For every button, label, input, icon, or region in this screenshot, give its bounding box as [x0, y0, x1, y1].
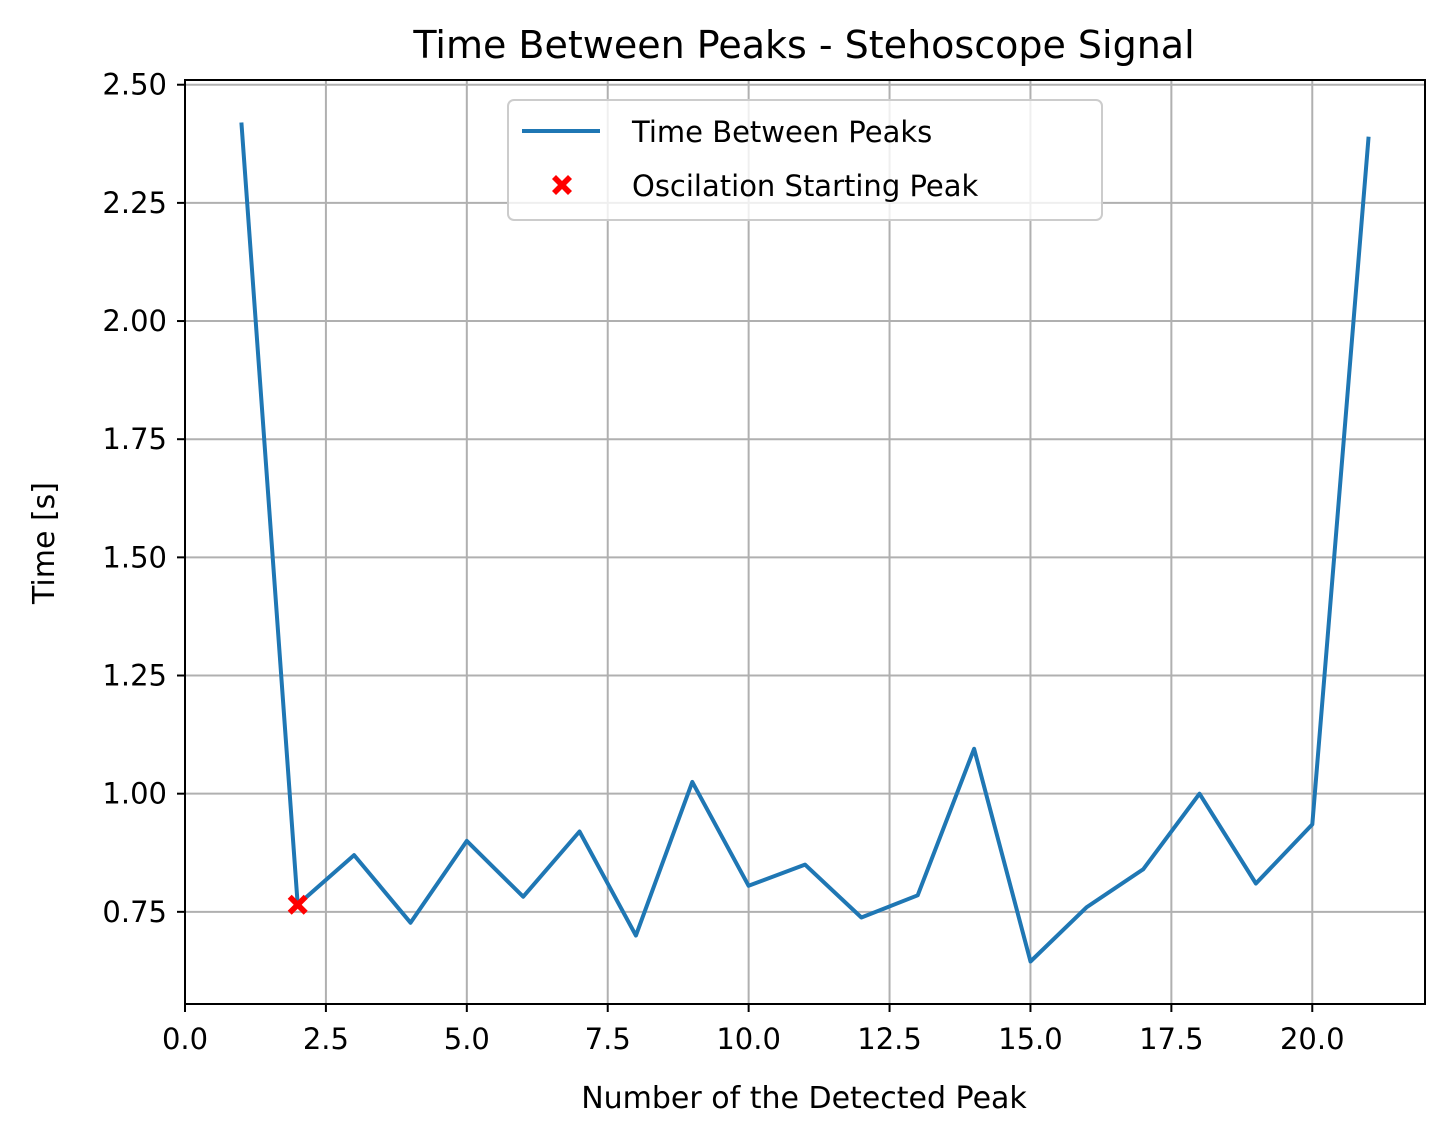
y-axis-label: Time [s]: [27, 482, 62, 605]
y-tick-label: 1.00: [102, 777, 167, 811]
y-tick-label: 1.75: [102, 422, 167, 456]
x-axis-label: Number of the Detected Peak: [581, 1081, 1027, 1116]
y-tick-label: 2.50: [102, 68, 167, 102]
x-tick-label: 15.0: [998, 1022, 1063, 1056]
oscillation-start-marker: [287, 894, 308, 915]
chart-title: Time Between Peaks - Stehoscope Signal: [412, 23, 1194, 67]
x-tick-label: 20.0: [1280, 1022, 1345, 1056]
legend-label-line: Time Between Peaks: [631, 115, 932, 149]
legend-marker-swatch: [552, 175, 572, 195]
ticks: 0.0 2.5 5.0 7.5 10.0 12.5 15.0 17.5 20.0 0.75 1.00…: [102, 68, 1344, 1056]
y-tick-label: 2.00: [102, 304, 167, 338]
series-line: [239, 122, 1371, 964]
x-tick-label: 0.0: [162, 1022, 208, 1056]
x-tick-label: 10.0: [716, 1022, 781, 1056]
legend-box: [507, 99, 1103, 221]
x-tick-label: 12.5: [857, 1022, 922, 1056]
y-tick-label: 1.50: [102, 540, 167, 574]
legend: Time Between Peaks Oscilation Starting P…: [507, 99, 1103, 221]
legend-label-marker: Oscilation Starting Peak: [632, 169, 979, 203]
axes-frame: [184, 79, 1426, 1005]
plot-area: [239, 122, 1371, 964]
x-tick-label: 7.5: [585, 1022, 631, 1056]
y-tick-label: 1.25: [102, 659, 167, 693]
x-tick-label: 5.0: [444, 1022, 490, 1056]
y-tick-label: 2.25: [102, 186, 167, 220]
x-tick-label: 17.5: [1139, 1022, 1204, 1056]
y-tick-label: 0.75: [102, 895, 167, 929]
x-tick-label: 2.5: [303, 1022, 349, 1056]
grid: [184, 80, 1425, 1004]
